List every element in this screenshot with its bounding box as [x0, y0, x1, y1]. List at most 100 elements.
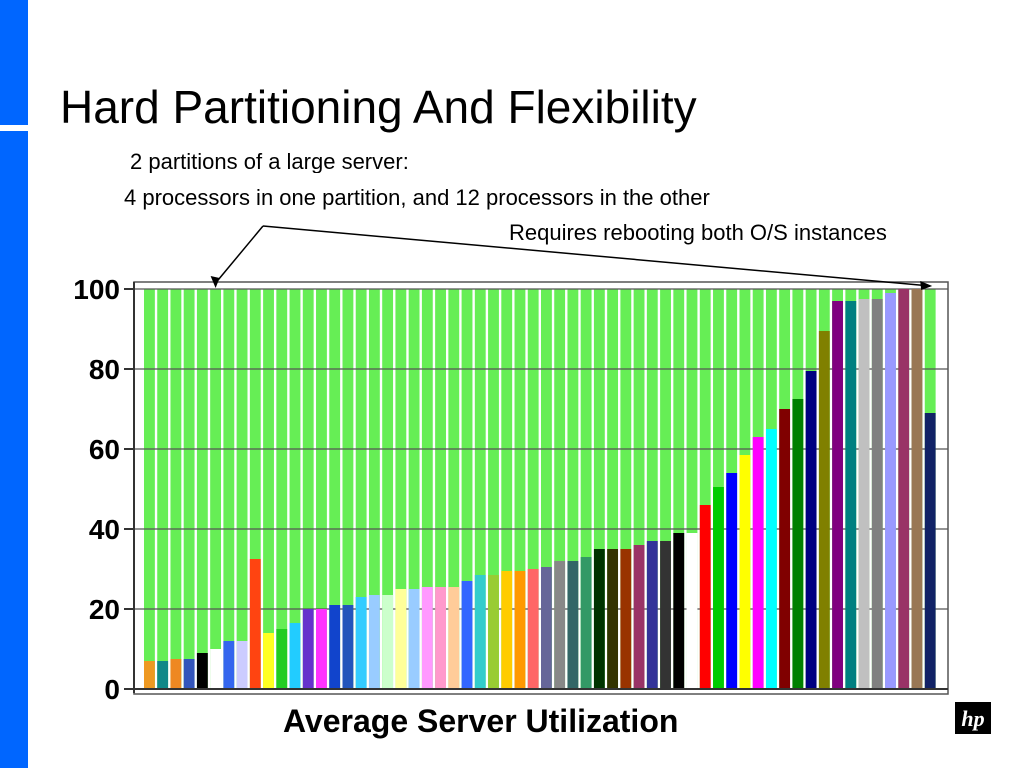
annotation-arrowhead-right: [920, 281, 933, 290]
y-tick-label: 80: [89, 354, 120, 385]
data-bar: [170, 659, 182, 689]
background-column: [554, 289, 566, 689]
background-column: [686, 289, 698, 689]
data-bar: [832, 301, 843, 689]
data-bar: [911, 289, 923, 689]
data-bar: [342, 605, 354, 689]
background-column: [435, 289, 446, 689]
background-column: [527, 289, 539, 689]
background-column: [474, 289, 486, 689]
hp-logo-icon: hp: [955, 702, 991, 734]
background-column: [567, 289, 579, 689]
data-bar: [686, 533, 698, 689]
background-column: [607, 289, 619, 689]
data-bar: [289, 623, 301, 689]
data-bar: [196, 653, 208, 689]
background-column: [329, 289, 341, 689]
background-column: [210, 289, 222, 689]
background-column: [501, 289, 513, 689]
data-bar: [395, 589, 407, 689]
slide-title: Hard Partitioning And Flexibility: [60, 81, 697, 133]
data-bar: [435, 587, 446, 689]
data-bar: [593, 549, 605, 689]
data-bar: [805, 371, 817, 689]
background-column: [488, 289, 499, 689]
data-bar: [144, 661, 155, 689]
background-column: [342, 289, 354, 689]
background-column: [249, 289, 261, 689]
data-bar: [885, 293, 896, 689]
background-column: [541, 289, 552, 689]
data-bar: [527, 569, 539, 689]
data-bar: [421, 587, 433, 689]
data-bar: [329, 605, 341, 689]
background-column: [646, 289, 658, 689]
y-tick-label: 20: [89, 594, 120, 625]
data-bar: [236, 641, 248, 689]
data-bar: [739, 455, 751, 689]
data-bar: [646, 541, 658, 689]
annotation-arrow-right: [262, 225, 931, 287]
data-bar: [580, 557, 592, 689]
data-bar: [858, 299, 870, 689]
data-bar: [673, 533, 685, 689]
background-column: [620, 289, 632, 689]
data-bar: [871, 299, 883, 689]
data-bar: [726, 473, 738, 689]
background-column: [263, 289, 274, 689]
data-bar: [474, 575, 486, 689]
background-column: [183, 289, 195, 689]
background-column: [236, 289, 248, 689]
data-bar: [818, 331, 830, 689]
background-column: [144, 289, 155, 689]
data-bar: [157, 661, 169, 689]
background-column: [421, 289, 433, 689]
data-bar: [514, 571, 526, 689]
background-column: [633, 289, 645, 689]
data-bar: [316, 609, 327, 689]
background-column: [699, 289, 711, 689]
background-column: [382, 289, 394, 689]
background-column: [276, 289, 288, 689]
data-bar: [660, 541, 671, 689]
data-bar: [276, 629, 288, 689]
subtitle-line-1: 2 partitions of a large server:: [130, 149, 409, 173]
y-tick-label: 0: [104, 674, 120, 705]
background-column: [514, 289, 526, 689]
y-tick-label: 40: [89, 514, 120, 545]
data-bar: [263, 633, 274, 689]
left-accent-separator: [0, 125, 28, 131]
background-column: [593, 289, 605, 689]
data-bar: [210, 649, 222, 689]
data-bar: [408, 589, 420, 689]
data-bar: [924, 413, 936, 689]
subtitle-line-3: Requires rebooting both O/S instances: [509, 220, 887, 245]
annotation-arrow-left: [215, 225, 264, 284]
data-bar: [501, 571, 513, 689]
subtitle-line-2: 4 processors in one partition, and 12 pr…: [124, 185, 710, 210]
data-bar: [699, 505, 711, 689]
data-bar: [541, 567, 552, 689]
annotation-arrowhead-left: [210, 276, 220, 288]
data-bar: [249, 559, 261, 689]
data-bar: [845, 301, 857, 689]
data-bar: [898, 289, 910, 689]
data-bar: [355, 597, 367, 689]
left-accent-bar-bottom: [0, 131, 28, 768]
background-column: [461, 289, 473, 689]
y-tick-label: 100: [73, 274, 120, 305]
data-bar: [461, 581, 473, 689]
background-column: [289, 289, 301, 689]
data-bar: [620, 549, 632, 689]
background-column: [157, 289, 169, 689]
data-bar: [382, 595, 394, 689]
background-column: [355, 289, 367, 689]
background-column: [302, 289, 314, 689]
data-bar: [792, 399, 804, 689]
data-bar: [607, 549, 619, 689]
data-bar: [633, 545, 645, 689]
data-bar: [779, 409, 791, 689]
background-column: [316, 289, 327, 689]
background-column: [368, 289, 380, 689]
